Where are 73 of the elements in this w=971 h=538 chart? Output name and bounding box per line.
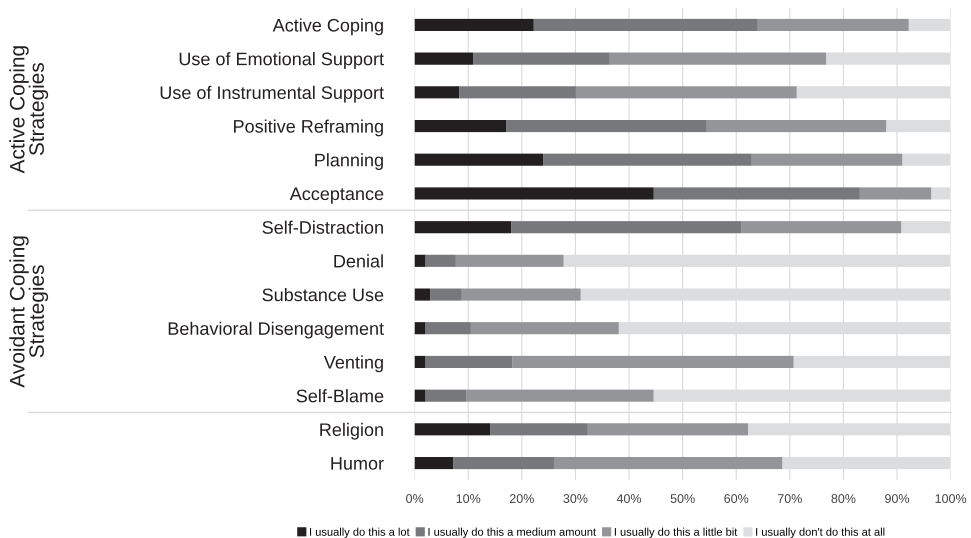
bar bbox=[543, 154, 752, 166]
bar bbox=[414, 254, 426, 267]
legend-label: I usually do this a medium amount bbox=[428, 528, 596, 538]
bar bbox=[576, 86, 797, 98]
bar bbox=[462, 288, 581, 301]
bar bbox=[490, 423, 588, 436]
bar bbox=[473, 52, 610, 65]
legend-label: I usually do this a lot bbox=[310, 528, 410, 538]
bar bbox=[752, 154, 902, 166]
bar bbox=[414, 423, 490, 436]
x-tick-label: 60% bbox=[724, 494, 748, 503]
bar bbox=[741, 221, 902, 234]
x-tick-label: 20% bbox=[510, 494, 534, 503]
x-tick-label: 30% bbox=[563, 494, 588, 503]
bar bbox=[470, 322, 619, 334]
bar bbox=[758, 18, 909, 31]
bar bbox=[414, 322, 426, 334]
bar bbox=[414, 288, 430, 301]
bar bbox=[425, 356, 512, 368]
x-tick-label: 0% bbox=[406, 494, 424, 503]
legend-label: I usually don't do this at all bbox=[756, 528, 884, 538]
bar bbox=[511, 221, 742, 234]
bar bbox=[459, 86, 576, 98]
legend-label: I usually do this a little bit bbox=[614, 528, 738, 538]
bar bbox=[506, 120, 707, 132]
text: Active Coping Strategies bbox=[9, 46, 48, 174]
bar bbox=[534, 18, 758, 31]
y-tick-label: Denial bbox=[334, 254, 383, 268]
bar bbox=[554, 456, 782, 470]
bar bbox=[414, 18, 534, 31]
bar bbox=[610, 52, 826, 65]
y-tick-label: Behavioral Disengagement bbox=[168, 322, 384, 339]
bar bbox=[414, 154, 544, 166]
bar bbox=[430, 288, 462, 301]
x-tick-label: 40% bbox=[616, 494, 642, 503]
x-tick-label: 90% bbox=[885, 494, 910, 503]
bar bbox=[414, 52, 474, 65]
bar bbox=[466, 390, 654, 402]
bar bbox=[512, 356, 794, 368]
y-tick-label: Planning bbox=[315, 153, 383, 170]
x-tick-label: 70% bbox=[778, 494, 802, 503]
y-tick-label: Venting bbox=[324, 355, 383, 372]
x-tick-label: 10% bbox=[456, 494, 480, 503]
y-tick-label: Humor bbox=[331, 457, 384, 470]
bar bbox=[414, 86, 460, 98]
y-tick-label: Use of Instrumental Support bbox=[160, 86, 384, 103]
y-tick-label: Self-Distraction bbox=[262, 220, 383, 234]
bar bbox=[456, 254, 564, 267]
y-tick-label: Substance Use bbox=[262, 288, 384, 302]
bar bbox=[425, 322, 471, 334]
y-tick-label: Use of Emotional Support bbox=[180, 52, 384, 69]
bar bbox=[414, 390, 426, 402]
bar bbox=[453, 456, 554, 470]
bar bbox=[414, 221, 512, 234]
x-tick-label: 50% bbox=[670, 494, 695, 503]
bar bbox=[654, 187, 860, 200]
bar bbox=[414, 187, 654, 200]
bar bbox=[425, 254, 456, 267]
bar bbox=[414, 356, 426, 368]
y-tick-label: Active Coping bbox=[272, 18, 383, 36]
bar bbox=[859, 187, 932, 200]
y-tick-label: Self-Blame bbox=[296, 389, 384, 402]
text: Avoidant Coping Strategies bbox=[9, 236, 48, 388]
y-tick-label: Acceptance bbox=[290, 188, 384, 204]
x-tick-label: 100% bbox=[936, 494, 966, 503]
bar bbox=[588, 423, 748, 436]
y-tick-label: Religion bbox=[320, 422, 383, 440]
bar bbox=[706, 120, 886, 132]
y-tick-label: Positive Reframing bbox=[234, 119, 383, 136]
x-tick-label: 80% bbox=[831, 494, 856, 503]
bar bbox=[414, 120, 506, 132]
bar bbox=[414, 456, 454, 470]
bar bbox=[425, 390, 466, 402]
